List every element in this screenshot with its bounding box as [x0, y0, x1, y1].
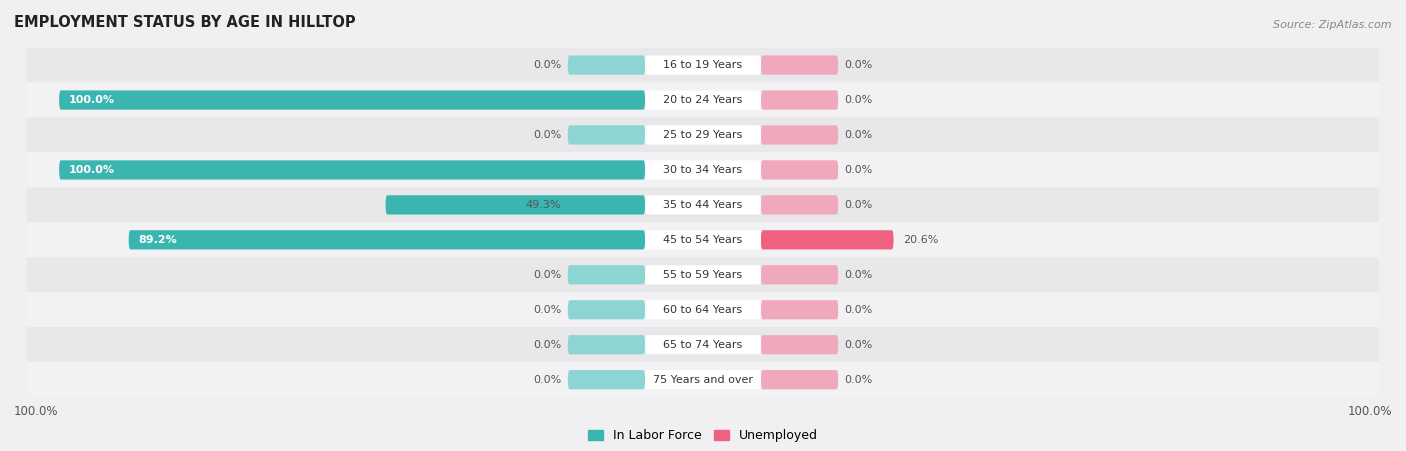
FancyBboxPatch shape	[645, 230, 761, 249]
Text: 0.0%: 0.0%	[845, 270, 873, 280]
FancyBboxPatch shape	[645, 195, 761, 215]
Text: 30 to 34 Years: 30 to 34 Years	[664, 165, 742, 175]
Text: 0.0%: 0.0%	[533, 270, 561, 280]
Text: 0.0%: 0.0%	[845, 95, 873, 105]
FancyBboxPatch shape	[59, 160, 645, 179]
Text: 75 Years and over: 75 Years and over	[652, 375, 754, 385]
FancyBboxPatch shape	[761, 300, 838, 319]
FancyBboxPatch shape	[568, 335, 645, 354]
Text: 0.0%: 0.0%	[845, 375, 873, 385]
FancyBboxPatch shape	[645, 125, 761, 145]
Text: 0.0%: 0.0%	[845, 200, 873, 210]
Text: 100.0%: 100.0%	[1347, 405, 1392, 418]
FancyBboxPatch shape	[27, 152, 1379, 188]
Text: 49.3%: 49.3%	[526, 200, 561, 210]
FancyBboxPatch shape	[568, 370, 645, 389]
Text: 0.0%: 0.0%	[533, 305, 561, 315]
FancyBboxPatch shape	[385, 195, 645, 215]
Text: 0.0%: 0.0%	[533, 60, 561, 70]
Text: 45 to 54 Years: 45 to 54 Years	[664, 235, 742, 245]
Text: 20 to 24 Years: 20 to 24 Years	[664, 95, 742, 105]
Text: 100.0%: 100.0%	[69, 165, 115, 175]
Text: 0.0%: 0.0%	[533, 375, 561, 385]
Text: 55 to 59 Years: 55 to 59 Years	[664, 270, 742, 280]
FancyBboxPatch shape	[568, 300, 645, 319]
FancyBboxPatch shape	[27, 258, 1379, 292]
FancyBboxPatch shape	[645, 335, 761, 354]
Text: 25 to 29 Years: 25 to 29 Years	[664, 130, 742, 140]
FancyBboxPatch shape	[645, 90, 761, 110]
Text: 89.2%: 89.2%	[138, 235, 177, 245]
Text: 0.0%: 0.0%	[845, 60, 873, 70]
Text: 16 to 19 Years: 16 to 19 Years	[664, 60, 742, 70]
FancyBboxPatch shape	[645, 160, 761, 179]
FancyBboxPatch shape	[568, 125, 645, 145]
FancyBboxPatch shape	[59, 90, 645, 110]
Text: 100.0%: 100.0%	[14, 405, 59, 418]
Text: 60 to 64 Years: 60 to 64 Years	[664, 305, 742, 315]
FancyBboxPatch shape	[27, 292, 1379, 327]
FancyBboxPatch shape	[645, 55, 761, 75]
FancyBboxPatch shape	[645, 370, 761, 389]
FancyBboxPatch shape	[761, 335, 838, 354]
FancyBboxPatch shape	[761, 160, 838, 179]
FancyBboxPatch shape	[27, 83, 1379, 118]
FancyBboxPatch shape	[761, 265, 838, 285]
Text: 0.0%: 0.0%	[845, 165, 873, 175]
Text: 0.0%: 0.0%	[845, 305, 873, 315]
Text: 0.0%: 0.0%	[533, 130, 561, 140]
FancyBboxPatch shape	[761, 230, 894, 249]
FancyBboxPatch shape	[27, 188, 1379, 222]
FancyBboxPatch shape	[761, 195, 838, 215]
FancyBboxPatch shape	[568, 55, 645, 75]
FancyBboxPatch shape	[645, 300, 761, 319]
Text: 65 to 74 Years: 65 to 74 Years	[664, 340, 742, 350]
Text: Source: ZipAtlas.com: Source: ZipAtlas.com	[1274, 20, 1392, 30]
Text: 0.0%: 0.0%	[845, 340, 873, 350]
FancyBboxPatch shape	[568, 265, 645, 285]
Text: 0.0%: 0.0%	[533, 340, 561, 350]
FancyBboxPatch shape	[761, 90, 838, 110]
FancyBboxPatch shape	[129, 230, 645, 249]
Text: 100.0%: 100.0%	[69, 95, 115, 105]
FancyBboxPatch shape	[645, 265, 761, 285]
Text: 20.6%: 20.6%	[903, 235, 939, 245]
FancyBboxPatch shape	[761, 55, 838, 75]
Text: EMPLOYMENT STATUS BY AGE IN HILLTOP: EMPLOYMENT STATUS BY AGE IN HILLTOP	[14, 14, 356, 30]
FancyBboxPatch shape	[761, 125, 838, 145]
FancyBboxPatch shape	[27, 222, 1379, 258]
Text: 35 to 44 Years: 35 to 44 Years	[664, 200, 742, 210]
FancyBboxPatch shape	[27, 118, 1379, 152]
Text: 0.0%: 0.0%	[845, 130, 873, 140]
FancyBboxPatch shape	[761, 370, 838, 389]
Legend: In Labor Force, Unemployed: In Labor Force, Unemployed	[583, 424, 823, 447]
FancyBboxPatch shape	[27, 48, 1379, 83]
FancyBboxPatch shape	[27, 327, 1379, 362]
FancyBboxPatch shape	[27, 362, 1379, 397]
